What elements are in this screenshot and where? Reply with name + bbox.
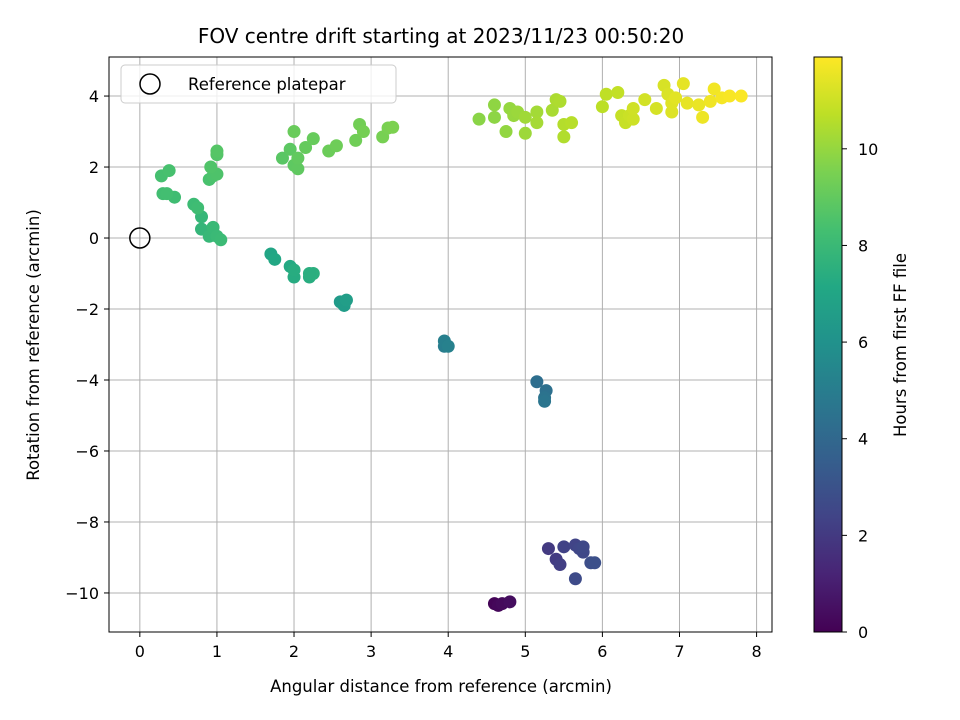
data-point	[553, 94, 567, 108]
y-tick-label: −8	[75, 513, 99, 532]
colorbar-tick-label: 2	[858, 526, 868, 545]
reference-marker	[129, 227, 151, 249]
y-axis-label: Rotation from reference (arcmin)	[24, 209, 43, 481]
data-point	[538, 394, 552, 408]
x-tick-label: 5	[520, 642, 530, 661]
y-tick-label: 2	[89, 158, 99, 177]
data-point	[487, 110, 501, 124]
data-point	[692, 98, 706, 112]
data-point	[349, 133, 363, 147]
data-point	[553, 558, 567, 572]
colorbar-tick-label: 10	[858, 140, 878, 159]
data-point	[649, 101, 663, 115]
x-tick-label: 6	[597, 642, 607, 661]
data-point	[703, 94, 717, 108]
data-point	[680, 96, 694, 110]
x-tick-label: 0	[135, 642, 145, 661]
data-point	[441, 339, 455, 353]
data-point	[723, 89, 737, 103]
data-point	[626, 112, 640, 126]
data-point	[306, 132, 320, 146]
data-point	[599, 87, 613, 101]
colorbar-ticks: 0 2 4 6 8 10	[842, 140, 878, 642]
data-point	[487, 98, 501, 112]
data-point	[595, 100, 609, 114]
data-point	[518, 110, 532, 124]
x-axis-label: Angular distance from reference (arcmin)	[270, 677, 612, 696]
colorbar-tick-label: 6	[858, 333, 868, 352]
data-point	[302, 267, 316, 281]
data-point	[530, 116, 544, 130]
data-point	[734, 89, 748, 103]
data-point	[611, 85, 625, 99]
y-tick-label: 0	[89, 229, 99, 248]
y-tick-label: −4	[75, 371, 99, 390]
data-point	[210, 144, 224, 158]
colorbar-tick-label: 0	[858, 623, 868, 642]
data-point	[339, 293, 353, 307]
x-tick-label: 2	[289, 642, 299, 661]
data-point	[541, 542, 555, 556]
data-point	[162, 164, 176, 178]
data-point	[275, 151, 289, 165]
data-point	[530, 105, 544, 119]
data-point	[386, 120, 400, 134]
colorbar: 0 2 4 6 8 10 Hours from first FF file	[813, 56, 910, 642]
data-point	[638, 93, 652, 107]
data-point	[204, 160, 218, 174]
data-point	[472, 112, 486, 126]
x-tick-label: 4	[443, 642, 453, 661]
data-point	[287, 263, 301, 277]
y-tick-label: −6	[75, 442, 99, 461]
data-points	[154, 77, 748, 612]
data-point	[707, 82, 721, 96]
colorbar-tick-label: 8	[858, 236, 868, 255]
data-point	[283, 142, 297, 156]
legend: Reference platepar	[120, 64, 397, 104]
data-point	[499, 125, 513, 139]
x-tick-label: 7	[674, 642, 684, 661]
data-point	[545, 103, 559, 117]
data-point	[626, 101, 640, 115]
data-point	[669, 91, 683, 105]
x-tick-label: 8	[751, 642, 761, 661]
data-point	[291, 162, 305, 176]
data-point	[565, 116, 579, 130]
legend-marker	[139, 73, 161, 95]
data-point	[557, 540, 571, 554]
y-tick-label: −2	[75, 300, 99, 319]
y-axis-ticks: 4 2 0 −2 −4 −6 −8 −10	[65, 87, 109, 603]
data-point	[329, 139, 343, 153]
data-point	[696, 110, 710, 124]
data-point	[214, 233, 228, 247]
y-tick-label: 4	[89, 87, 99, 106]
x-tick-label: 3	[366, 642, 376, 661]
legend-entry-reference-platepar: Reference platepar	[188, 75, 346, 94]
data-point	[676, 77, 690, 91]
data-point	[191, 201, 205, 215]
data-point	[530, 375, 544, 389]
colorbar-label: Hours from first FF file	[891, 253, 910, 437]
plot-frame	[108, 56, 773, 633]
data-point	[576, 540, 590, 554]
data-point	[356, 125, 370, 139]
chart-title: FOV centre drift starting at 2023/11/23 …	[198, 24, 684, 48]
data-point	[503, 595, 517, 609]
data-point	[568, 572, 582, 586]
data-point	[287, 125, 301, 139]
x-axis-ticks: 0 1 2 3 4 5 6 7 8	[135, 632, 762, 661]
data-point	[268, 252, 282, 266]
data-point	[557, 130, 571, 144]
data-point	[291, 151, 305, 165]
data-point	[299, 141, 313, 155]
colorbar-tick-label: 4	[858, 430, 868, 449]
colorbar-gradient	[813, 56, 843, 633]
legend-box	[120, 64, 397, 104]
data-point	[518, 126, 532, 140]
data-point	[160, 187, 174, 201]
y-tick-label: −10	[65, 584, 99, 603]
x-tick-label: 1	[212, 642, 222, 661]
data-point	[588, 556, 602, 570]
